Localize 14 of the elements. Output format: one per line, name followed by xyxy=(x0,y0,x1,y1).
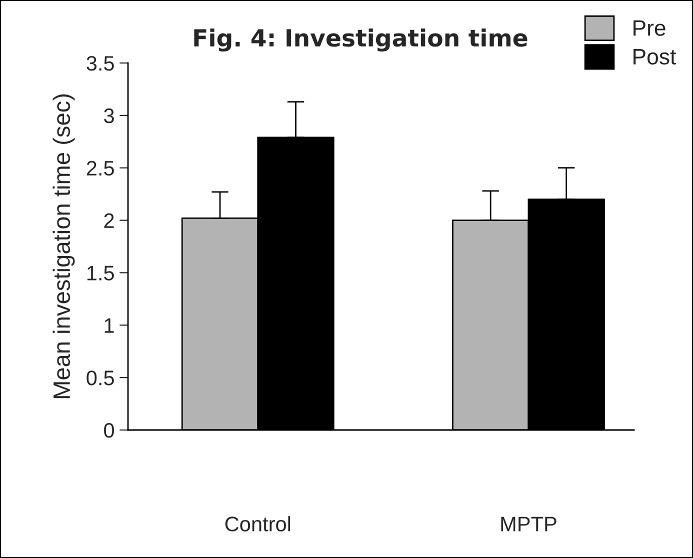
y-tick-label: 2 xyxy=(104,213,114,228)
y-tick-label: 1 xyxy=(104,318,114,333)
y-tick-label: 0.5 xyxy=(86,370,114,386)
x-tick-label: Control xyxy=(225,516,290,532)
legend-label: Pre xyxy=(634,20,666,36)
y-tick-label: 1.5 xyxy=(87,266,114,280)
y-tick-label: 3.5 xyxy=(86,56,114,71)
x-tick-label: MPTP xyxy=(501,516,556,532)
y-tick-label: 2.5 xyxy=(86,160,114,176)
y-axis-title: Mean investigation time (sec) xyxy=(52,94,75,398)
legend-label: Post xyxy=(634,49,676,65)
y-tick-label: 0 xyxy=(104,423,114,438)
chart-title: Fig. 4: Investigation time xyxy=(194,28,528,52)
y-tick-label: 3 xyxy=(104,108,114,124)
